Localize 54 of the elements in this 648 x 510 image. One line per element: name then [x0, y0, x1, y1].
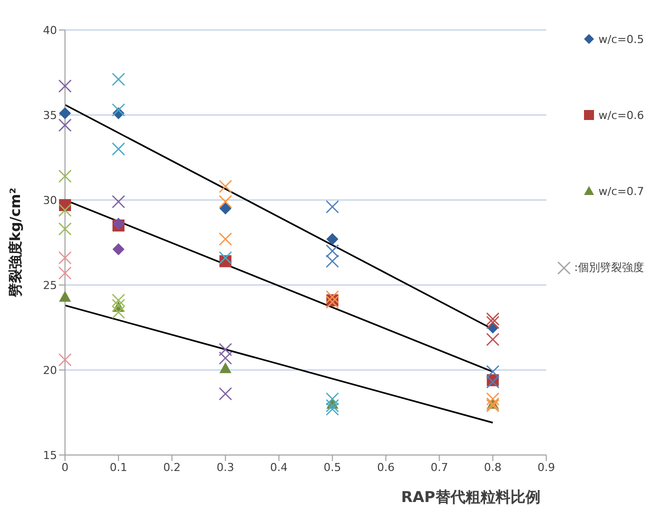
point: [58, 353, 72, 366]
x-tick-label: 0.6: [377, 460, 395, 474]
point: [326, 295, 340, 309]
point: [486, 392, 500, 406]
legend-label: w/c=0.5: [598, 32, 644, 46]
point: [112, 142, 126, 156]
y-tick-label: 20: [43, 364, 57, 377]
point: [112, 298, 126, 312]
y-tick-label: 35: [43, 108, 57, 122]
point: [326, 200, 340, 214]
point: [326, 233, 338, 246]
x-tick-label: 0.3: [216, 460, 234, 474]
x-tick-label: 0.2: [163, 460, 181, 474]
point: [486, 316, 500, 330]
point: [58, 204, 72, 217]
y-tick-label: 30: [43, 194, 57, 207]
x-tick-label: 0.7: [430, 460, 448, 474]
point: [58, 79, 72, 93]
y-axis-title: 劈裂強度kg/cm²: [6, 188, 24, 298]
point: [58, 251, 72, 264]
legend-label: w/c=0.7: [598, 184, 644, 198]
legend-label: w/c=0.6: [598, 108, 644, 122]
point: [218, 251, 232, 264]
point: [58, 170, 72, 183]
x-axis-title: RAP替代粗粒料比例: [401, 488, 540, 506]
text: :個別劈裂強度: [574, 260, 644, 275]
point: [486, 332, 500, 346]
x-tick-label: 0.8: [484, 460, 502, 474]
point: [112, 72, 126, 86]
point: [112, 195, 126, 208]
point: [58, 266, 72, 280]
point: [112, 103, 126, 117]
point: [326, 290, 340, 304]
y-tick-label: 15: [43, 448, 57, 462]
point: [218, 232, 232, 246]
point: [59, 107, 71, 120]
point: [219, 362, 232, 374]
point: [486, 312, 500, 326]
point: [218, 351, 232, 365]
point: [58, 222, 72, 236]
point: [326, 399, 340, 412]
point: [112, 243, 124, 256]
x-tick-label: 0.1: [110, 460, 128, 474]
point: [219, 202, 232, 214]
point: [218, 387, 232, 400]
x-tick-label: 0: [62, 460, 68, 474]
x-tick-label: 0.4: [270, 460, 288, 474]
point: [218, 342, 232, 356]
y-tick-label: 40: [43, 24, 57, 37]
y-tick-label: 25: [43, 278, 57, 292]
point: [59, 290, 71, 302]
x-tick-label: 0.5: [324, 460, 342, 474]
x-tick-label: 0.9: [538, 460, 556, 474]
point: [58, 118, 72, 132]
